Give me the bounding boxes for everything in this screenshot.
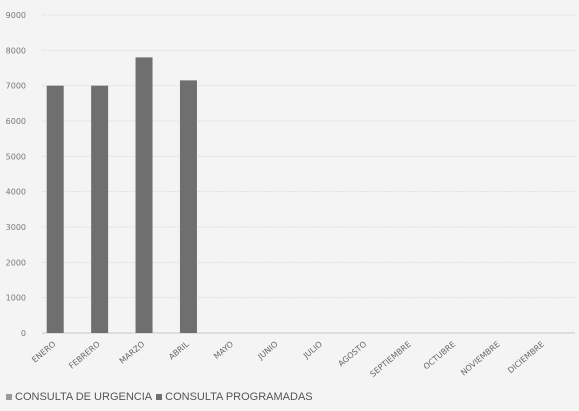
y-tick-label: 7000 bbox=[6, 82, 26, 91]
x-tick-label: OCTUBRE bbox=[422, 340, 457, 372]
bar-febrero bbox=[91, 85, 109, 334]
x-tick-label: ABRIL bbox=[167, 339, 191, 361]
x-tick-label: DICIEMBRE bbox=[506, 340, 546, 376]
x-tick-label: JUNIO bbox=[256, 340, 280, 362]
bars bbox=[46, 57, 197, 334]
y-tick-label: 1000 bbox=[6, 294, 26, 303]
y-axis-ticks: 0 1000 2000 3000 4000 5000 6000 7000 8000 9000 bbox=[6, 11, 26, 338]
x-tick-label: ENERO bbox=[30, 340, 57, 365]
legend-swatch-urgencia bbox=[6, 394, 12, 400]
x-tick-label: SEPTIEMBRE bbox=[369, 340, 413, 379]
legend: CONSULTA DE URGENCIA CONSULTA PROGRAMADA… bbox=[6, 391, 317, 403]
bar-abril bbox=[179, 80, 197, 333]
y-tick-label: 6000 bbox=[6, 117, 26, 126]
x-tick-label: FEBRERO bbox=[67, 340, 102, 371]
y-tick-label: 8000 bbox=[6, 46, 26, 55]
legend-label-programadas: CONSULTA PROGRAMADAS bbox=[165, 391, 313, 403]
gridlines bbox=[42, 14, 575, 334]
legend-item-urgencia: CONSULTA DE URGENCIA bbox=[6, 391, 152, 403]
y-tick-label: 0 bbox=[21, 329, 26, 338]
x-tick-label: JULIO bbox=[301, 340, 324, 361]
x-tick-label: AGOSTO bbox=[337, 340, 369, 369]
x-axis-ticks: ENERO FEBRERO MARZO ABRIL MAYO JUNIO JULIO AGOS… bbox=[30, 339, 546, 379]
bar-enero bbox=[46, 85, 64, 334]
y-tick-label: 9000 bbox=[6, 11, 26, 20]
x-tick-label: NOVIEMBRE bbox=[459, 340, 502, 378]
y-tick-label: 5000 bbox=[6, 152, 26, 161]
y-tick-label: 2000 bbox=[6, 258, 26, 267]
legend-item-programadas: CONSULTA PROGRAMADAS bbox=[156, 391, 313, 403]
legend-swatch-programadas bbox=[156, 394, 163, 400]
bar-marzo bbox=[135, 57, 153, 334]
y-tick-label: 4000 bbox=[6, 188, 26, 197]
legend-label-urgencia: CONSULTA DE URGENCIA bbox=[15, 391, 153, 403]
x-tick-label: MARZO bbox=[118, 340, 147, 366]
x-tick-label: MAYO bbox=[212, 340, 235, 361]
y-tick-label: 3000 bbox=[6, 223, 26, 232]
